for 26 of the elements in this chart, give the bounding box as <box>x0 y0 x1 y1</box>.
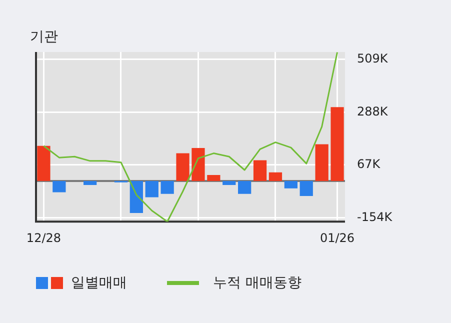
legend-label: 누적 매매동향 <box>213 274 302 292</box>
bar <box>253 160 267 181</box>
bar <box>300 180 313 196</box>
bar <box>284 180 298 188</box>
y-tick-label: 67K <box>357 157 382 172</box>
bar <box>130 180 143 213</box>
bar <box>52 180 66 192</box>
bar <box>268 172 282 181</box>
bar <box>160 180 174 194</box>
bar <box>330 107 344 181</box>
x-tick-label: 01/26 <box>320 230 355 245</box>
bar <box>84 180 97 186</box>
bar <box>315 144 328 181</box>
y-tick-label: -154K <box>357 210 394 224</box>
y-tick-label: 509K <box>357 52 389 66</box>
legend-label: 일별매매 <box>71 274 127 292</box>
y-tick-label: 288K <box>357 104 389 118</box>
bar <box>145 180 158 198</box>
bar <box>176 153 190 181</box>
bar <box>238 180 252 194</box>
bar <box>222 180 236 186</box>
x-tick-label: 12/28 <box>26 230 62 245</box>
bar <box>192 148 205 181</box>
bar <box>37 146 50 181</box>
chart-title: 기관 <box>30 28 58 46</box>
bar <box>207 175 220 181</box>
